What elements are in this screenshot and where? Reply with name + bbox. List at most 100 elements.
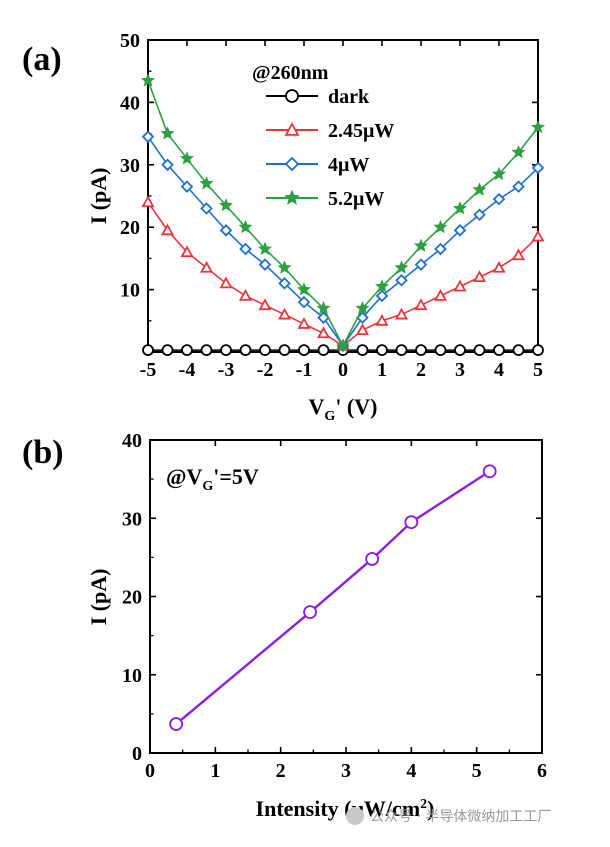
panel-b-data-point: [482, 464, 497, 479]
panel-a-data-point: [278, 344, 291, 357]
panel-a-data-point: [434, 344, 447, 357]
panel-a-x-tick-label: 1: [377, 359, 387, 381]
panel-a-data-point: [394, 260, 409, 274]
panel-a-data-point: [375, 289, 389, 303]
legend-marker: [284, 189, 300, 205]
panel-a-data-point: [297, 282, 311, 296]
panel-a-x-tick-label: 5: [533, 359, 543, 381]
panel-b-x-axis-label: Intensity (μW/cm2): [256, 796, 435, 821]
legend-entry-label: 2.45μW: [328, 120, 394, 142]
panel-a-data-point: [277, 307, 292, 320]
panel-a-data-point: [277, 260, 292, 274]
panel-a-y-tick-label: 30: [120, 155, 140, 177]
panel-a-data-point: [219, 276, 233, 289]
panel-a-y-tick-label: 40: [120, 92, 140, 114]
panel-a-data-point: [414, 258, 428, 271]
panel-b-series-line-0: [175, 470, 491, 725]
panel-a-x-tick-label: 2: [416, 359, 426, 381]
panel-a-data-point: [180, 245, 194, 258]
panel-a-data-point: [414, 298, 428, 311]
panel-a-data-point: [394, 307, 409, 320]
panel-a-y-tick-label: 10: [120, 280, 140, 302]
panel-a-data-point: [219, 198, 233, 212]
panel-a-data-point: [239, 242, 252, 256]
panel-a-data-point: [180, 180, 194, 193]
watermark-text: 公众号 · 半导体微纳加工工厂: [370, 809, 551, 825]
panel-a-data-point: [141, 195, 155, 208]
panel-a-data-point: [492, 166, 506, 181]
panel-a-data-point: [473, 344, 486, 357]
panel-a-x-tick-label: -5: [140, 359, 157, 381]
panel-a-x-axis-label: VG' (V): [309, 394, 378, 424]
panel-a-data-point: [531, 229, 545, 242]
panel-a-data-point: [200, 202, 213, 215]
panel-a-y-axis-label: I (pA): [86, 168, 111, 225]
panel-b-annotation: @VG'=5V: [166, 464, 259, 494]
panel-a-data-point: [376, 344, 388, 357]
panel-a: (a) -5 -4 -3 -2 -1 0 1 2 3 4 5 10 20 30 40 50 @260nm da…: [22, 30, 545, 424]
panel-a-data-point: [258, 298, 272, 311]
panel-a-data-point: [375, 313, 389, 326]
legend-marker: [284, 122, 300, 136]
panel-a-data-point: [355, 300, 370, 315]
panel-a-data-point: [238, 288, 253, 301]
panel-a-data-point: [433, 288, 448, 301]
panel-b-label: (b): [22, 434, 64, 471]
panel-a-data-point: [199, 176, 214, 190]
panel-b-y-axis-label: I (pA): [86, 569, 111, 626]
panel-a-data-point: [258, 258, 272, 271]
panel-a-data-point: [199, 260, 214, 273]
panel-a-data-point: [532, 344, 544, 357]
panel-a-data-point: [238, 219, 253, 234]
watermark-icon: [346, 807, 364, 825]
panel-a-data-point: [531, 161, 545, 175]
panel-a-legend: @260nm dark 2.45μW 4μW 5.2μW: [252, 62, 394, 210]
panel-a-data-point: [493, 344, 505, 357]
panel-b-x-tick-label: 0: [145, 760, 155, 782]
legend-entry-label: 4μW: [328, 154, 369, 176]
panel-a-data-point: [356, 344, 369, 357]
panel-a-data-point: [278, 277, 291, 290]
panel-a-axes: -5 -4 -3 -2 -1 0 1 2 3 4 5 10 20 30 40 50: [120, 30, 543, 381]
panel-a-data-point: [161, 158, 174, 172]
panel-b-x-tick-label: 4: [406, 760, 416, 782]
panel-b-x-tick-label: 1: [210, 760, 220, 782]
panel-a-data-point: [160, 126, 175, 140]
panel-a-data-point: [200, 344, 213, 357]
panel-a-data-point: [395, 344, 408, 357]
panel-a-data-point: [492, 192, 506, 206]
panel-a-data-point: [161, 344, 174, 357]
panel-a-x-tick-label: 3: [455, 359, 465, 381]
panel-a-data-point: [454, 344, 466, 357]
panel-a-data-point: [141, 130, 155, 143]
panel-b-data-point: [169, 717, 184, 731]
panel-a-x-tick-label: 4: [494, 359, 504, 381]
panel-a-data-point: [316, 326, 331, 339]
panel-a-data-point: [512, 344, 525, 357]
panel-a-data-point: [473, 208, 486, 221]
panel-a-data-point: [512, 180, 525, 193]
legend-marker: [285, 89, 299, 103]
panel-a-data-point: [433, 219, 448, 234]
panel-a-data-point: [453, 201, 467, 215]
panel-a-data-point: [453, 224, 467, 237]
panel-a-data-point: [414, 238, 428, 252]
panel-a-data-point: [395, 273, 408, 287]
panel-b-y-tick-label: 10: [122, 665, 142, 687]
panel-b-x-tick-label: 6: [537, 760, 547, 782]
panel-a-x-tick-label: -4: [179, 359, 196, 381]
panel-a-series: [141, 73, 545, 357]
panel-a-data-point: [531, 120, 545, 134]
panel-a-data-point: [317, 344, 330, 357]
panel-a-x-tick-label: -2: [257, 359, 274, 381]
panel-b-data-point: [303, 605, 317, 620]
panel-b-x-tick-label: 5: [472, 760, 482, 782]
panel-a-data-point: [336, 338, 350, 352]
panel-a-label: (a): [22, 41, 62, 78]
panel-a-y-tick-label: 20: [120, 217, 140, 239]
legend-entry-label: 5.2μW: [328, 188, 384, 210]
watermark: 公众号 · 半导体微纳加工工厂: [346, 807, 551, 825]
panel-b-series: [169, 464, 497, 731]
panel-a-data-point: [220, 344, 232, 357]
panel-a-data-point: [297, 317, 311, 329]
